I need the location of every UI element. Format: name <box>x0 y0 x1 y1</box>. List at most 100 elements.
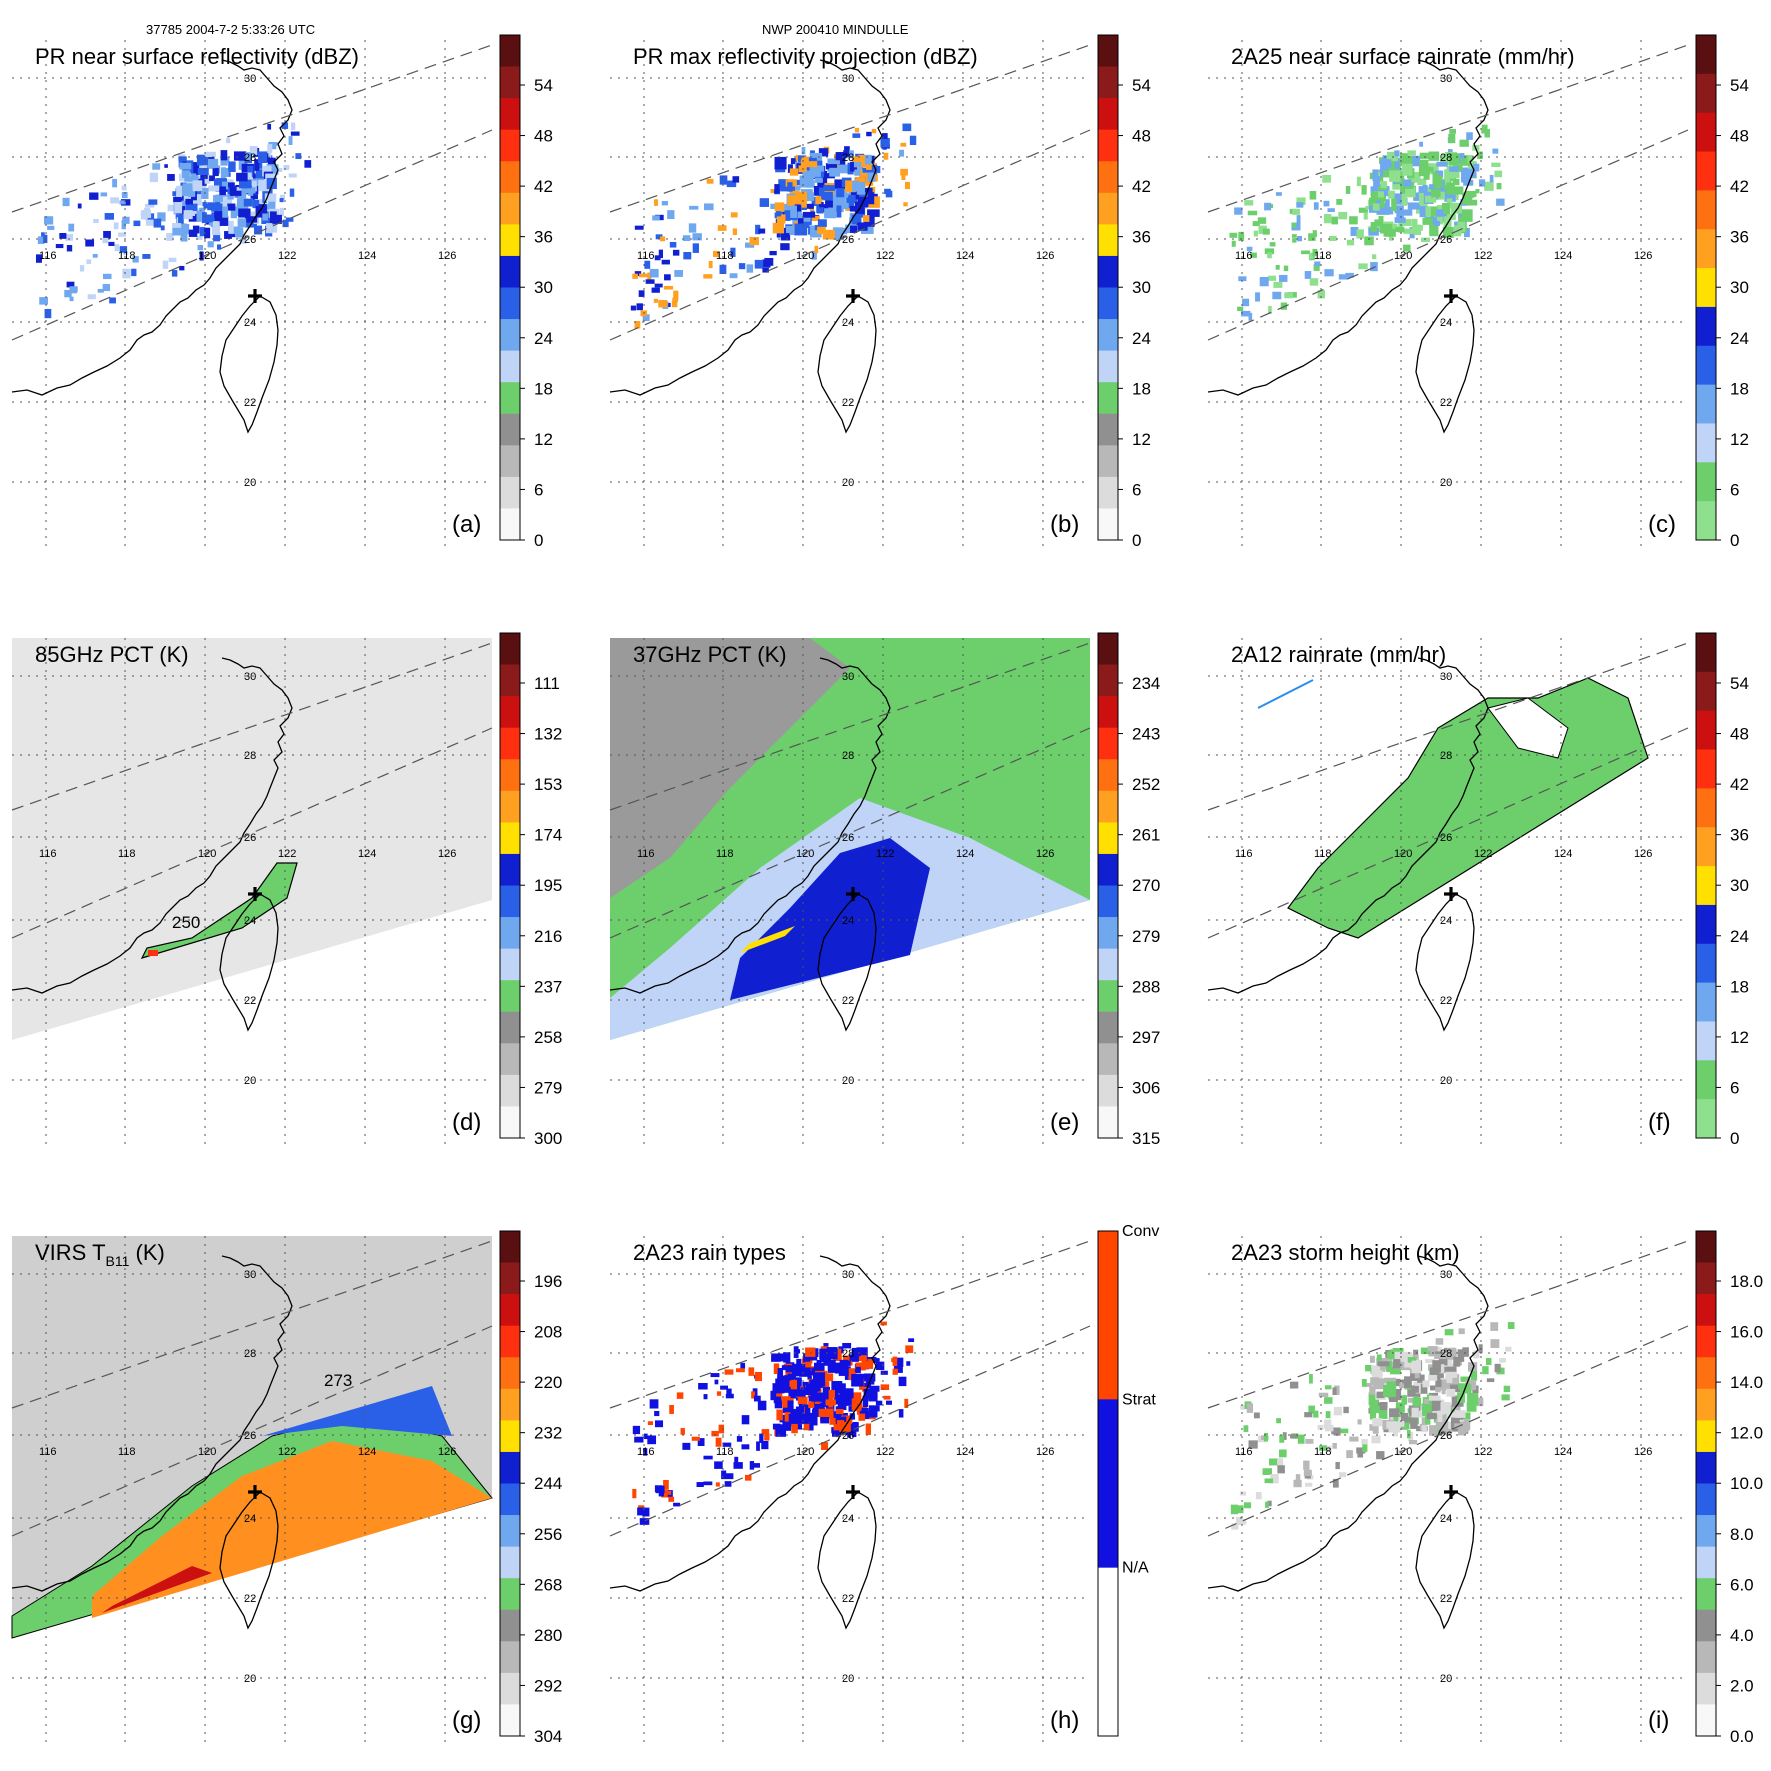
echo-pixel <box>632 1425 641 1435</box>
echo-pixel <box>667 210 675 220</box>
echo-pixel <box>43 216 54 225</box>
echo-pixel <box>152 163 161 170</box>
lon-label-116: 116 <box>39 250 57 262</box>
colorbar-segment <box>1098 822 1118 855</box>
core-pixel <box>856 1347 868 1358</box>
colorbar-segment <box>1098 1231 1118 1400</box>
lat-label-22: 22 <box>1440 1593 1452 1605</box>
coldest-cloud-region <box>102 1566 212 1613</box>
echo-pixel <box>1328 235 1337 241</box>
core-pixel <box>244 187 256 194</box>
colorbar-segment <box>1098 1399 1118 1569</box>
colorbar-segment <box>500 1011 520 1044</box>
core-pixel <box>1368 199 1377 206</box>
echo-pixel <box>647 1435 657 1445</box>
echo-pixel <box>1356 176 1361 187</box>
colorbar-segment <box>1696 190 1716 230</box>
core-pixel <box>1437 191 1445 200</box>
core-pixel <box>1411 1360 1422 1374</box>
colorbar-label-288: 288 <box>1132 977 1160 996</box>
echo-pixel <box>1314 261 1321 267</box>
colorbar-segment <box>1696 1060 1716 1100</box>
core-pixel <box>196 210 202 222</box>
echo-pixel <box>1317 290 1325 299</box>
swath-edge-1 <box>11 1325 493 1537</box>
echo-pixel <box>1295 1474 1301 1483</box>
echo-pixel <box>144 207 151 212</box>
core-pixel <box>238 208 251 218</box>
core-pixel <box>795 191 807 205</box>
core-pixel <box>783 1352 791 1363</box>
core-pixel <box>792 1363 804 1377</box>
colorbar-segment <box>1098 476 1118 509</box>
lat-label-24: 24 <box>842 317 854 329</box>
core-pixel <box>1386 1381 1397 1389</box>
echo-pixel <box>1257 217 1267 224</box>
core-pixel <box>1405 188 1415 197</box>
echo-pixel <box>1259 277 1269 287</box>
core-pixel <box>1435 1383 1441 1393</box>
core-pixel <box>196 154 209 166</box>
core-pixel <box>230 206 237 219</box>
core-pixel <box>1417 1374 1425 1383</box>
colorbar-segment <box>1696 151 1716 191</box>
core-pixel <box>862 167 874 173</box>
echo-pixel <box>776 231 781 238</box>
panel-letter-b: (b) <box>1050 511 1079 538</box>
colorbar-label-36: 36 <box>1730 826 1749 845</box>
colorbar-label-16.0: 16.0 <box>1730 1323 1763 1342</box>
echo-pixel <box>746 264 754 273</box>
colorbar-segment <box>500 1483 520 1516</box>
colorbar-segment <box>1696 1325 1716 1358</box>
core-pixel <box>851 1392 862 1404</box>
core-pixel <box>1419 152 1431 159</box>
core-pixel <box>1423 169 1430 180</box>
core-pixel <box>207 152 215 165</box>
core-pixel <box>785 1376 794 1390</box>
colorbar-segment <box>1696 1515 1716 1548</box>
core-pixel <box>1422 1380 1430 1388</box>
echo-pixel <box>1486 1378 1495 1383</box>
echo-pixel <box>661 201 669 206</box>
core-pixel <box>825 1399 836 1406</box>
colorbar-segment <box>1696 1483 1716 1516</box>
echo-pixel <box>1473 1350 1480 1359</box>
echo-pixel <box>257 159 263 169</box>
echo-pixel <box>1267 252 1272 259</box>
colorbar-label-0: 0 <box>1730 531 1739 550</box>
echo-pixel <box>654 1485 663 1493</box>
core-pixel <box>831 1381 843 1394</box>
core-pixel <box>803 1420 810 1431</box>
core-pixel <box>1393 1359 1401 1369</box>
colorbar-segment <box>1696 1451 1716 1484</box>
echo-pixel <box>1293 1479 1302 1488</box>
colorbar-segment <box>1696 1231 1716 1264</box>
core-pixel <box>802 211 816 218</box>
echo-pixel <box>268 142 278 146</box>
echo-pixel <box>1284 292 1294 299</box>
echo-pixel <box>711 1430 719 1437</box>
colorbar-label-220: 220 <box>534 1373 562 1392</box>
core-pixel <box>787 195 800 206</box>
echo-pixel <box>672 297 678 303</box>
core-pixel <box>1422 166 1434 173</box>
echo-pixel <box>1485 1358 1492 1365</box>
core-pixel <box>1463 1419 1471 1431</box>
core-pixel <box>850 161 858 172</box>
echo-pixel <box>1250 252 1257 258</box>
echo-pixel <box>1323 200 1330 207</box>
echo-pixel <box>1304 271 1312 279</box>
echo-pixel <box>77 203 82 209</box>
core-pixel <box>797 218 804 225</box>
core-pixel <box>1411 1407 1419 1418</box>
lon-label-118: 118 <box>1314 848 1332 860</box>
echo-pixel <box>1282 1432 1287 1440</box>
echo-pixel <box>79 265 85 272</box>
echo-pixel <box>874 1358 880 1362</box>
core-pixel <box>1424 195 1437 203</box>
echo-pixel <box>643 1448 648 1456</box>
colorbar-label-36: 36 <box>1730 228 1749 247</box>
core-pixel <box>1451 202 1457 210</box>
core-pixel <box>1383 228 1396 237</box>
contour-label-250: 250 <box>172 913 200 932</box>
